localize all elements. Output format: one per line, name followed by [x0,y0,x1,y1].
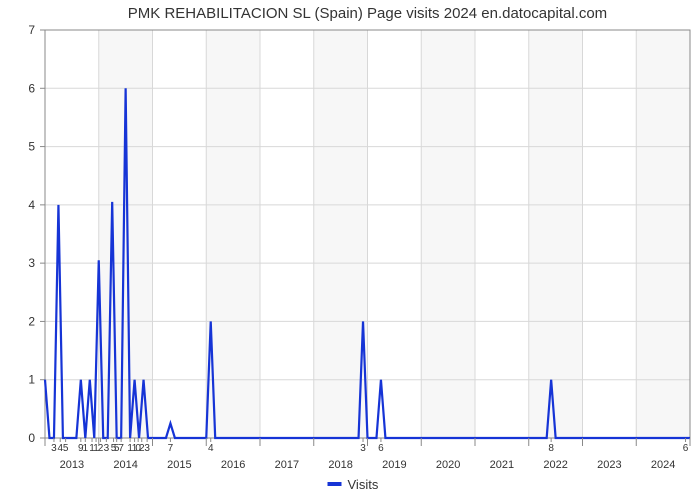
month-value-label: 1 [83,443,89,454]
year-label: 2015 [167,459,191,471]
year-band [529,30,583,438]
month-value-label: 3 [51,443,57,454]
year-band [421,30,475,438]
y-tick-label: 6 [28,81,35,95]
chart-title: PMK REHABILITACION SL (Spain) Page visit… [128,5,607,22]
y-tick-label: 7 [28,23,35,37]
visits-line-chart: PMK REHABILITACION SL (Spain) Page visit… [0,0,700,500]
y-tick-label: 1 [28,373,35,387]
month-value-label: 7 [168,443,174,454]
month-value-label: 6 [378,443,384,454]
year-label: 2023 [597,459,621,471]
year-label: 2016 [221,459,245,471]
y-tick-label: 3 [28,256,35,270]
year-label: 2017 [275,459,299,471]
year-label: 2021 [490,459,514,471]
month-value-label: 3 [144,443,150,454]
year-band [314,30,368,438]
month-value-label: 8 [548,443,554,454]
month-value-label: 4 [208,443,214,454]
chart-svg: PMK REHABILITACION SL (Spain) Page visit… [0,0,700,500]
month-value-label: 5 [63,443,69,454]
year-label: 2014 [113,459,137,471]
legend-label: Visits [348,477,379,492]
y-tick-label: 5 [28,140,35,154]
year-band [636,30,690,438]
y-tick-label: 0 [28,431,35,445]
year-label: 2019 [382,459,406,471]
year-label: 2022 [543,459,567,471]
month-value-label: 3 [104,443,110,454]
year-label: 2018 [328,459,352,471]
year-band [206,30,260,438]
month-value-label: 3 [360,443,366,454]
month-value-label: 6 [683,443,689,454]
legend-swatch [328,482,342,486]
y-tick-label: 4 [28,198,35,212]
y-tick-label: 2 [28,314,35,328]
month-value-label: 7 [118,443,124,454]
year-label: 2013 [60,459,84,471]
year-label: 2024 [651,459,675,471]
year-label: 2020 [436,459,460,471]
